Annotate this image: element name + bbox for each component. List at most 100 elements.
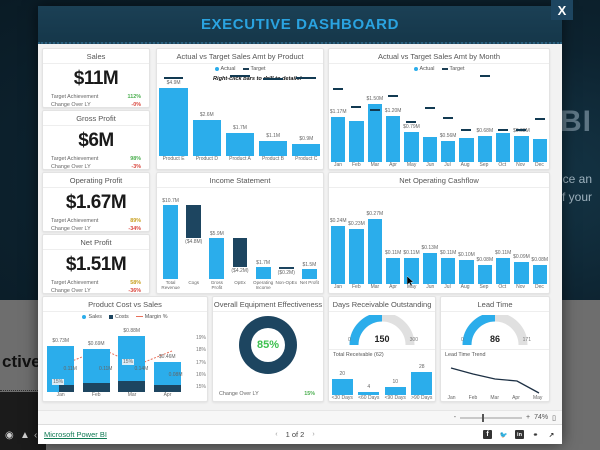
kpi-card-gross-profit[interactable]: Gross Profit $6M Target Achievement 98% … (42, 110, 150, 170)
twitter-icon[interactable]: 🐦 (499, 431, 508, 439)
chart-overall-equipment-effectiveness[interactable]: Overall Equipment Effectiveness 85% Chan… (212, 296, 324, 402)
zoom-slider-knob[interactable] (482, 413, 485, 422)
bar-actual[interactable] (259, 78, 288, 156)
bar-costs[interactable] (153, 385, 181, 392)
chart-product-cost-vs-sales[interactable]: Product Cost vs Sales Sales Costs Margin… (42, 296, 208, 402)
bar-actual[interactable] (477, 264, 492, 284)
legend-item-actual[interactable]: Actual (214, 66, 236, 72)
bar-column: $1.20M (385, 73, 401, 162)
powerbi-brand-link[interactable]: Microsoft Power BI (44, 430, 107, 439)
legend-item-target[interactable]: Target (441, 66, 464, 72)
fullscreen-icon[interactable]: ↗ (548, 431, 555, 439)
chart-lead-time[interactable]: Lead Time 86 0 171 Lead Time Trend Jan Fe… (440, 296, 550, 402)
taskbar-collapse-icon[interactable]: ‹ (34, 430, 38, 441)
bar-actual[interactable] (477, 74, 492, 162)
chart-legend: Actual Target (329, 64, 549, 73)
bar-actual[interactable] (459, 260, 474, 284)
bar-value-label: $0.13M (421, 244, 439, 251)
bar-actual[interactable] (422, 137, 437, 162)
bar-actual[interactable] (495, 132, 511, 162)
legend-item-sales[interactable]: Sales (82, 314, 102, 320)
bar-actual[interactable] (459, 138, 474, 162)
legend-dash-icon (242, 67, 249, 70)
waterfall-bar-positive[interactable] (209, 238, 225, 279)
bar-value-label: $0.23M (348, 220, 365, 227)
zoom-out-button[interactable]: - (453, 414, 457, 421)
bar-value-label: 20 (339, 370, 346, 377)
donut-chart[interactable]: 85% (239, 316, 297, 374)
chart-actual-vs-target-by-month[interactable]: Actual vs Target Sales Amt by Month Actu… (328, 48, 550, 170)
next-page-button[interactable]: › (312, 431, 315, 438)
waterfall-bar-positive[interactable] (163, 205, 178, 279)
waterfall-bar-positive[interactable] (302, 268, 317, 279)
target-marker (479, 74, 490, 77)
x-tick-label: Apr (389, 162, 397, 168)
bar-actual[interactable] (386, 95, 401, 162)
bar-actual[interactable] (349, 228, 364, 284)
bar-actual[interactable] (384, 386, 406, 395)
bar-costs[interactable] (59, 385, 75, 392)
kpi-card-sales[interactable]: Sales $11M Target Achievement 112% Chang… (42, 48, 150, 108)
bar-actual[interactable] (440, 140, 456, 162)
prev-page-button[interactable]: ‹ (275, 431, 278, 438)
bar-actual[interactable] (349, 105, 364, 162)
share-icon[interactable]: ⚭ (532, 431, 539, 439)
bar-actual[interactable] (331, 378, 353, 395)
chart-actual-vs-target-by-product[interactable]: Actual vs Target Sales Amt by Product Ac… (156, 48, 324, 170)
bar-actual[interactable] (358, 391, 380, 395)
bar-value-label: $1.50M (366, 96, 384, 103)
bar-actual[interactable] (159, 77, 188, 156)
x-tick-label: Gross Profit (210, 280, 223, 291)
bar-actual[interactable] (367, 219, 382, 284)
waterfall-bar-positive[interactable] (255, 267, 271, 279)
bar-actual[interactable] (331, 87, 346, 162)
bar-actual[interactable] (411, 372, 433, 395)
gauge-lead-time[interactable]: 86 0 171 (459, 312, 531, 349)
bar-actual[interactable] (514, 135, 529, 162)
linkedin-icon[interactable]: in (515, 430, 524, 439)
bar-actual[interactable] (292, 77, 321, 156)
close-icon[interactable]: X (551, 0, 573, 20)
bar-actual[interactable] (367, 104, 382, 162)
zoom-in-button[interactable]: + (526, 414, 531, 421)
legend-item-target[interactable]: Target (242, 66, 265, 72)
bar-actual[interactable] (532, 138, 547, 162)
bar-actual[interactable] (225, 75, 255, 156)
background-hero-line1: nce an (555, 172, 592, 186)
chart-days-receivable-outstanding[interactable]: Days Receivable Outstanding 150 0 300 To… (328, 296, 436, 402)
legend-item-actual[interactable]: Actual (413, 66, 435, 72)
zoom-slider[interactable] (460, 413, 523, 422)
waterfall-bar-negative[interactable] (232, 238, 248, 268)
gauge-days-receivable[interactable]: 150 0 300 (346, 312, 418, 349)
chart-net-operating-cashflow[interactable]: Net Operating Cashflow $0.24M $0.23M $0.27… (328, 172, 550, 294)
legend-item-margin[interactable]: Margin % (135, 314, 168, 320)
taskbar-brush-icon[interactable]: ▲ (20, 430, 30, 441)
x-tick-label: Jun (426, 284, 435, 290)
legend-item-costs[interactable]: Costs (108, 314, 129, 320)
target-marker (443, 117, 454, 120)
fit-to-page-icon[interactable]: ▯ (552, 414, 556, 422)
chart-income-statement[interactable]: Income Statement $10.7M ($4.8M) $5.9M ($4.2… (156, 172, 324, 294)
bar-actual[interactable] (404, 131, 419, 162)
kpi-card-net-profit[interactable]: Net Profit $1.51M Target Achievement 58%… (42, 234, 150, 294)
bar-actual[interactable] (440, 257, 456, 284)
bar-actual[interactable] (331, 226, 346, 284)
bar-actual[interactable] (422, 252, 437, 284)
bar-costs[interactable] (118, 381, 146, 392)
lead-time-line[interactable] (443, 360, 547, 396)
taskbar-app-icon[interactable]: ◉ (5, 430, 14, 441)
waterfall-bar-negative[interactable] (278, 267, 294, 269)
x-tick-label: OpEx (234, 280, 246, 285)
bar-costs[interactable] (82, 383, 110, 392)
zoom-level-label: 74% (534, 414, 549, 421)
bar-actual[interactable] (514, 262, 529, 284)
bar-column: $0.11M (385, 188, 401, 284)
bar-actual[interactable] (495, 257, 511, 284)
waterfall-bar-negative[interactable] (186, 205, 202, 239)
zoom-controls[interactable]: - + 74% ▯ (38, 410, 562, 424)
facebook-icon[interactable]: f (483, 430, 492, 439)
bar-actual[interactable] (386, 257, 401, 284)
bar-actual[interactable] (532, 264, 547, 284)
kpi-card-operating-profit[interactable]: Operating Profit $1.67M Target Achieveme… (42, 172, 150, 232)
bar-actual[interactable] (192, 120, 221, 156)
